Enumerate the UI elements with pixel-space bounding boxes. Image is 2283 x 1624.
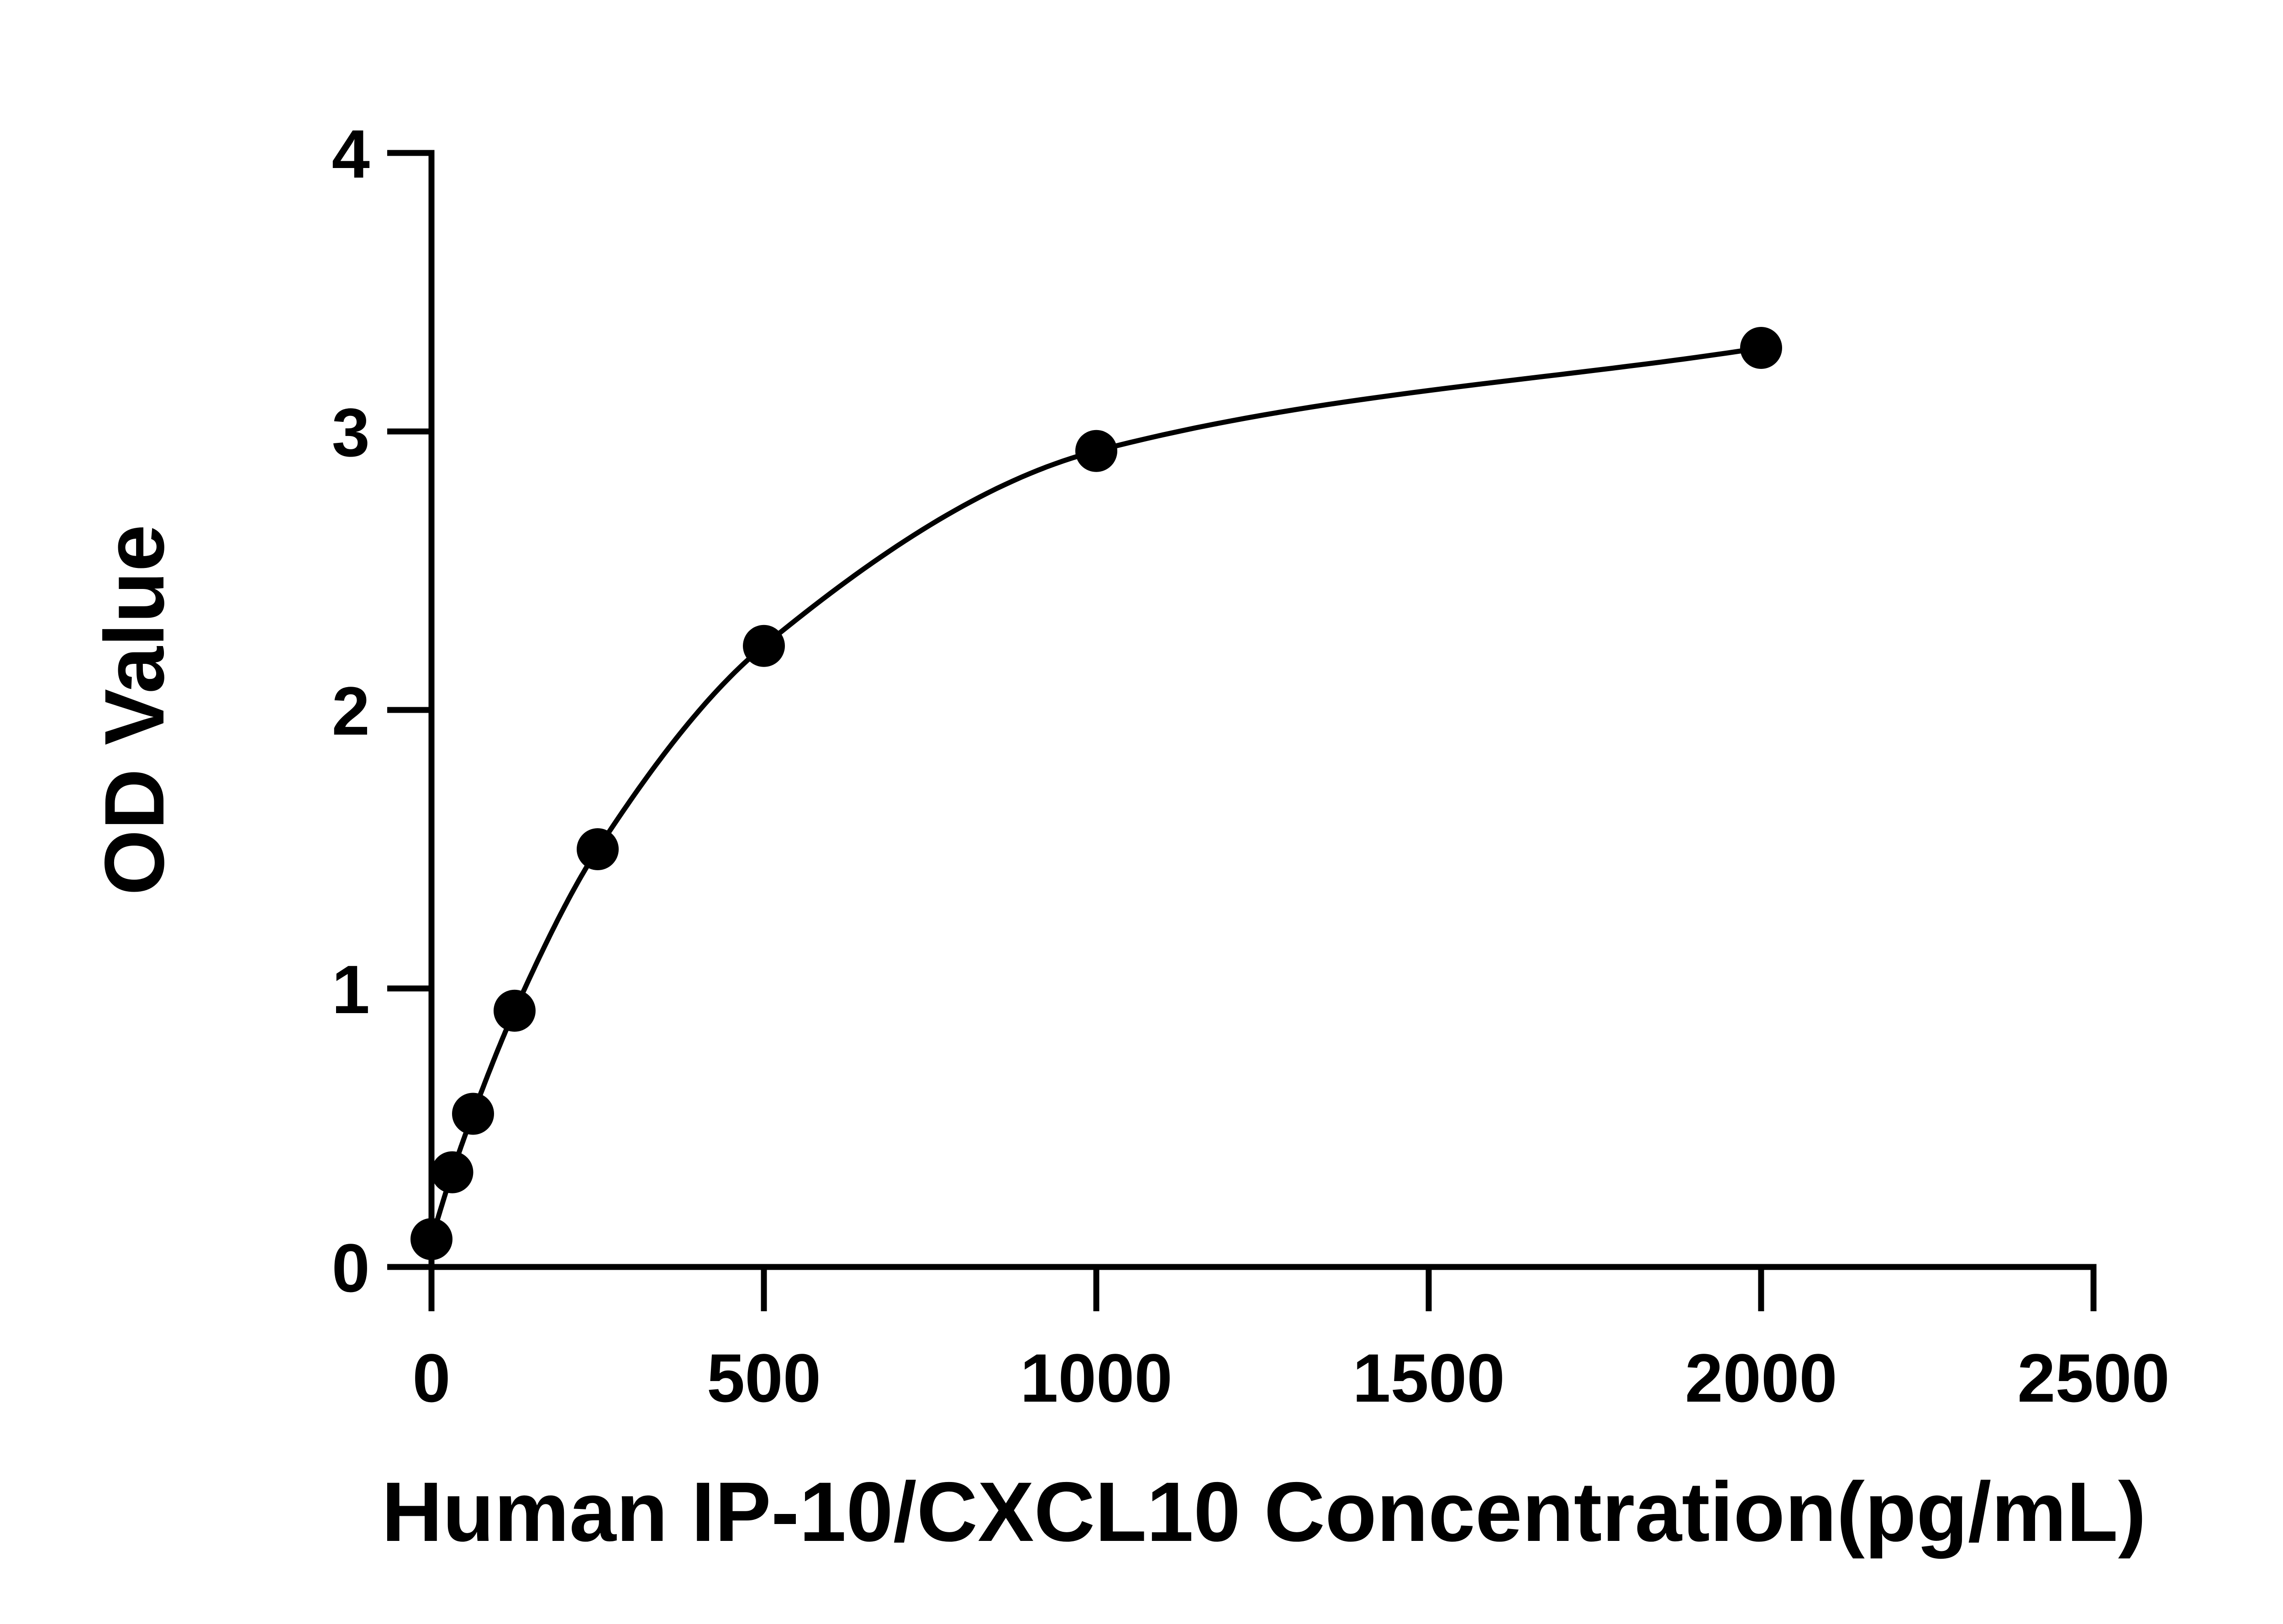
- data-point: [1075, 430, 1117, 472]
- y-tick-label: 1: [332, 951, 370, 1028]
- y-tick-label: 0: [332, 1230, 370, 1306]
- y-tick-label: 3: [332, 394, 370, 471]
- data-point: [431, 1151, 473, 1193]
- data-point: [1740, 327, 1782, 369]
- x-axis-title: Human IP-10/CXCL10 Concentration(pg/mL): [382, 1465, 2146, 1559]
- data-point: [577, 828, 619, 870]
- data-points: [410, 327, 1782, 1260]
- x-tick-label: 2000: [1685, 1340, 1837, 1416]
- y-tick-label: 4: [332, 116, 370, 192]
- data-point: [494, 989, 536, 1032]
- data-point: [452, 1093, 494, 1135]
- data-point: [743, 625, 785, 667]
- tick-labels: 0 500 1000 1500 2000 2500 0 1 2 3 4: [332, 116, 2170, 1416]
- x-tick-label: 0: [412, 1340, 450, 1416]
- x-tick-label: 500: [707, 1340, 821, 1416]
- x-tick-label: 1000: [1020, 1340, 1173, 1416]
- fit-curve-layer: [429, 345, 1762, 1240]
- data-point: [410, 1218, 452, 1260]
- fit-curve: [429, 345, 1762, 1240]
- x-tick-label: 1500: [1352, 1340, 1505, 1416]
- y-axis-title: OD Value: [88, 525, 182, 895]
- y-tick-label: 2: [332, 673, 370, 749]
- axes: [387, 150, 2097, 1311]
- x-tick-label: 2500: [2017, 1340, 2170, 1416]
